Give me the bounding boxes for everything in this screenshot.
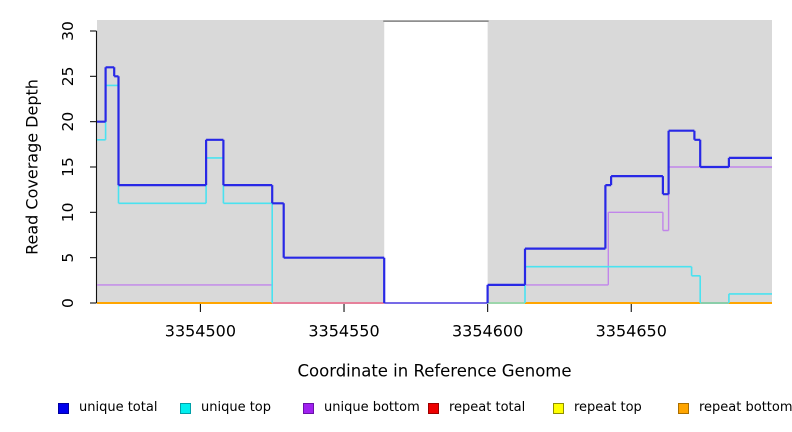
legend-item-repeat-bottom: repeat bottom bbox=[678, 399, 792, 417]
legend-swatch-repeat-total-icon bbox=[428, 402, 439, 414]
y-tick-label: 30 bbox=[59, 21, 77, 41]
y-tick-label: 10 bbox=[59, 202, 77, 222]
x-tick-label: 3354500 bbox=[165, 322, 236, 341]
legend-item-unique-total: unique total bbox=[58, 399, 157, 417]
legend-swatch-unique-bottom-icon bbox=[303, 402, 314, 414]
legend-item-repeat-total: repeat total bbox=[428, 399, 525, 417]
legend-swatch-repeat-bottom-icon bbox=[678, 402, 689, 414]
legend-label: repeat bottom bbox=[699, 400, 792, 415]
legend-item-repeat-top: repeat top bbox=[553, 399, 642, 417]
legend-label: unique total bbox=[79, 400, 158, 415]
y-tick-label: 0 bbox=[59, 298, 77, 308]
y-tick-label: 25 bbox=[59, 66, 77, 86]
no-data-gap bbox=[384, 22, 488, 303]
legend-label: repeat total bbox=[449, 400, 526, 415]
y-tick-label: 5 bbox=[59, 253, 77, 263]
chart-legend: unique total unique top unique bottom repea… bbox=[0, 399, 792, 421]
x-axis-label: Coordinate in Reference Genome bbox=[297, 362, 571, 381]
y-axis-label: Read Coverage Depth bbox=[23, 79, 42, 255]
legend-swatch-unique-total-icon bbox=[58, 402, 69, 414]
legend-item-unique-top: unique top bbox=[180, 399, 271, 417]
legend-swatch-repeat-top-icon bbox=[553, 402, 564, 414]
legend-label: unique bottom bbox=[324, 400, 420, 415]
x-tick-label: 3354600 bbox=[452, 322, 523, 341]
y-tick-label: 15 bbox=[59, 157, 77, 177]
legend-label: unique top bbox=[201, 400, 272, 415]
legend-swatch-unique-top-icon bbox=[180, 402, 191, 414]
series-unique-total-line bbox=[97, 66, 772, 303]
legend-item-unique-bottom: unique bottom bbox=[303, 399, 420, 417]
x-tick-label: 3354650 bbox=[596, 322, 667, 341]
y-tick-label: 20 bbox=[59, 112, 77, 132]
x-tick-label: 3354550 bbox=[308, 322, 379, 341]
legend-label: repeat top bbox=[574, 400, 642, 415]
